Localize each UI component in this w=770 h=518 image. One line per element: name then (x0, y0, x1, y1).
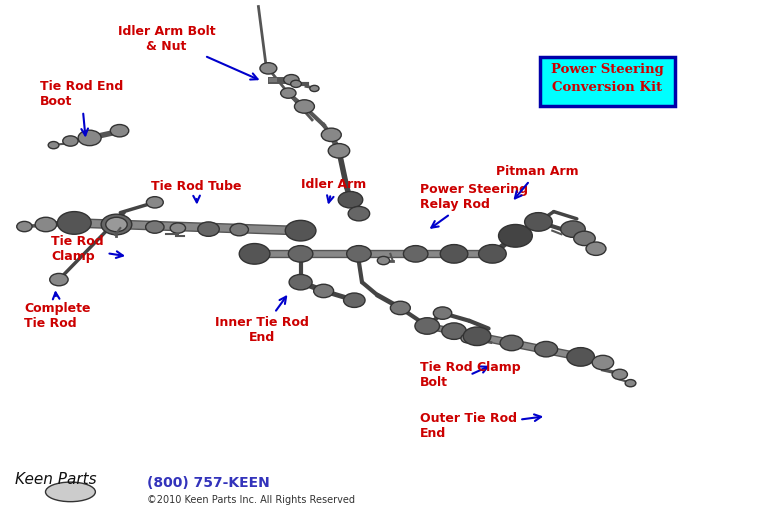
Circle shape (146, 197, 163, 208)
Circle shape (574, 231, 595, 246)
Circle shape (198, 222, 219, 236)
Circle shape (346, 246, 371, 262)
Circle shape (500, 335, 523, 351)
Text: Complete
Tie Rod: Complete Tie Rod (25, 293, 91, 329)
Circle shape (289, 275, 312, 290)
Circle shape (310, 85, 319, 92)
Text: Tie Rod Clamp
Bolt: Tie Rod Clamp Bolt (420, 361, 521, 389)
Circle shape (534, 341, 557, 357)
Text: Idler Arm: Idler Arm (300, 178, 366, 203)
Circle shape (35, 217, 57, 232)
Circle shape (377, 256, 390, 265)
Circle shape (294, 100, 314, 113)
Circle shape (567, 348, 594, 366)
Circle shape (58, 211, 91, 234)
Circle shape (403, 246, 428, 262)
Text: Tie Rod Tube: Tie Rod Tube (151, 180, 242, 203)
Text: Power Steering
Conversion Kit: Power Steering Conversion Kit (551, 63, 664, 94)
Circle shape (280, 88, 296, 98)
Circle shape (415, 318, 440, 334)
Circle shape (321, 128, 341, 141)
Circle shape (442, 323, 467, 339)
Circle shape (78, 130, 101, 146)
Text: Inner Tie Rod
End: Inner Tie Rod End (216, 297, 310, 343)
Circle shape (260, 63, 277, 74)
Circle shape (239, 243, 270, 264)
Text: Idler Arm Bolt
& Nut: Idler Arm Bolt & Nut (118, 25, 258, 80)
Circle shape (498, 224, 532, 247)
Circle shape (524, 212, 552, 231)
Circle shape (348, 207, 370, 221)
Circle shape (390, 301, 410, 314)
Circle shape (288, 246, 313, 262)
Circle shape (146, 221, 164, 233)
Circle shape (338, 192, 363, 208)
Circle shape (625, 380, 636, 387)
Circle shape (464, 327, 491, 346)
Circle shape (170, 223, 186, 233)
Text: Pitman Arm: Pitman Arm (496, 165, 579, 198)
Circle shape (63, 136, 78, 146)
Circle shape (343, 293, 365, 307)
Circle shape (285, 220, 316, 241)
Circle shape (283, 75, 299, 85)
Text: Keen Parts: Keen Parts (15, 472, 97, 487)
Circle shape (479, 244, 506, 263)
Text: ©2010 Keen Parts Inc. All Rights Reserved: ©2010 Keen Parts Inc. All Rights Reserve… (147, 495, 355, 505)
Circle shape (101, 214, 132, 235)
Circle shape (440, 244, 468, 263)
Circle shape (50, 274, 68, 286)
Circle shape (17, 221, 32, 232)
Circle shape (110, 124, 129, 137)
Circle shape (230, 223, 249, 236)
Text: (800) 757-KEEN: (800) 757-KEEN (147, 476, 270, 490)
Circle shape (461, 334, 475, 343)
Circle shape (561, 221, 585, 237)
Circle shape (105, 217, 127, 232)
Circle shape (290, 80, 301, 88)
Circle shape (328, 143, 350, 158)
Circle shape (434, 307, 452, 319)
Text: Tie Rod End
Boot: Tie Rod End Boot (40, 80, 123, 135)
Ellipse shape (45, 482, 95, 501)
Circle shape (612, 369, 628, 380)
Text: Tie Rod
Clamp: Tie Rod Clamp (52, 235, 123, 263)
Circle shape (592, 355, 614, 370)
Circle shape (49, 141, 59, 149)
Circle shape (586, 242, 606, 255)
FancyBboxPatch shape (541, 57, 675, 106)
Circle shape (313, 284, 333, 298)
Text: Outer Tie Rod
End: Outer Tie Rod End (420, 412, 541, 440)
Text: Power Steering
Relay Rod: Power Steering Relay Rod (420, 183, 527, 228)
